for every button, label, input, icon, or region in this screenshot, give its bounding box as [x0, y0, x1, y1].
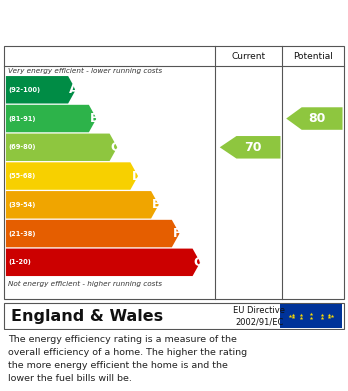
Text: E: E	[152, 198, 161, 211]
Polygon shape	[6, 162, 138, 190]
Text: B: B	[90, 112, 100, 125]
Text: The energy efficiency rating is a measure of the
overall efficiency of a home. T: The energy efficiency rating is a measur…	[8, 335, 247, 383]
Polygon shape	[6, 191, 159, 219]
Text: (81-91): (81-91)	[9, 115, 36, 122]
Text: A: A	[69, 83, 79, 96]
Text: Potential: Potential	[293, 52, 333, 61]
Text: (55-68): (55-68)	[9, 173, 36, 179]
Text: 80: 80	[308, 112, 325, 125]
Polygon shape	[286, 107, 342, 130]
Bar	[280, 304, 342, 328]
Polygon shape	[6, 134, 117, 161]
Text: F: F	[173, 227, 181, 240]
Text: G: G	[193, 256, 204, 269]
Text: Current: Current	[231, 52, 266, 61]
Text: (92-100): (92-100)	[9, 87, 41, 93]
Polygon shape	[6, 105, 96, 132]
Text: (21-38): (21-38)	[9, 231, 36, 237]
Polygon shape	[6, 249, 200, 276]
Text: Energy Efficiency Rating: Energy Efficiency Rating	[9, 15, 211, 30]
Text: 70: 70	[244, 141, 261, 154]
Text: D: D	[132, 170, 142, 183]
Text: C: C	[111, 141, 120, 154]
Text: (39-54): (39-54)	[9, 202, 36, 208]
Polygon shape	[6, 76, 76, 104]
Text: England & Wales: England & Wales	[11, 308, 163, 324]
Text: Very energy efficient - lower running costs: Very energy efficient - lower running co…	[8, 68, 162, 74]
Text: (69-80): (69-80)	[9, 144, 36, 150]
Text: Not energy efficient - higher running costs: Not energy efficient - higher running co…	[8, 281, 162, 287]
Text: (1-20): (1-20)	[9, 259, 32, 265]
Polygon shape	[220, 136, 280, 159]
Polygon shape	[6, 220, 180, 247]
Text: EU Directive
2002/91/EC: EU Directive 2002/91/EC	[233, 306, 285, 326]
